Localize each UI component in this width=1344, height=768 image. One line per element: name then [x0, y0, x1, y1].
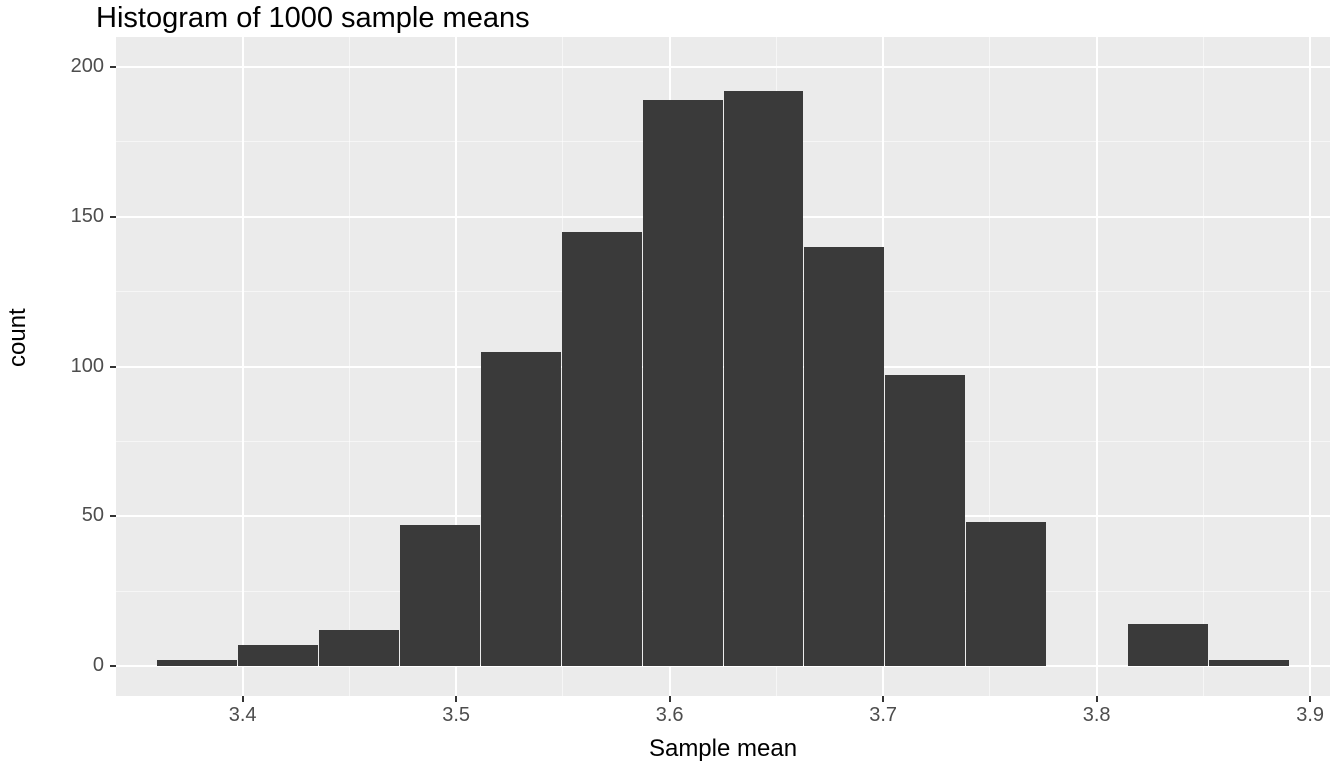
histogram-bar — [400, 525, 480, 666]
x-tick-label: 3.4 — [229, 704, 257, 727]
histogram-bar — [966, 522, 1046, 666]
y-tick-label: 50 — [82, 504, 104, 527]
x-tick-mark — [882, 696, 884, 702]
x-tick-mark — [669, 696, 671, 702]
histogram-bar — [319, 630, 399, 666]
y-tick-mark — [110, 515, 116, 517]
x-tick-label: 3.7 — [869, 704, 897, 727]
x-tick-mark — [1309, 696, 1311, 702]
y-axis-title: count — [4, 308, 32, 367]
histogram-bar — [157, 660, 237, 666]
chart-title: Histogram of 1000 sample means — [96, 2, 530, 35]
y-tick-mark — [110, 366, 116, 368]
y-tick-mark — [110, 66, 116, 68]
x-tick-label: 3.6 — [656, 704, 684, 727]
histogram-bar — [804, 247, 884, 666]
histogram-bar — [238, 645, 318, 666]
x-tick-label: 3.5 — [442, 704, 470, 727]
y-tick-label: 0 — [93, 654, 104, 677]
histogram-bar — [1128, 624, 1208, 666]
histogram-bar — [1209, 660, 1289, 666]
grid-major-v — [1309, 37, 1311, 696]
y-tick-label: 200 — [71, 55, 104, 78]
grid-major-v — [242, 37, 244, 696]
y-tick-label: 150 — [71, 205, 104, 228]
histogram-chart: Histogram of 1000 sample means Sample me… — [0, 0, 1344, 768]
histogram-bar — [885, 375, 965, 666]
y-tick-mark — [110, 216, 116, 218]
x-tick-label: 3.9 — [1296, 704, 1324, 727]
grid-major-v — [1096, 37, 1098, 696]
histogram-bar — [481, 352, 561, 667]
y-tick-label: 100 — [71, 355, 104, 378]
x-tick-label: 3.8 — [1083, 704, 1111, 727]
plot-panel — [116, 37, 1330, 696]
x-tick-mark — [242, 696, 244, 702]
x-axis-title: Sample mean — [649, 735, 797, 763]
histogram-bar — [643, 100, 723, 666]
x-tick-mark — [1096, 696, 1098, 702]
histogram-bar — [562, 232, 642, 666]
histogram-bar — [724, 91, 804, 666]
x-tick-mark — [455, 696, 457, 702]
y-tick-mark — [110, 665, 116, 667]
grid-major-h — [116, 66, 1330, 68]
